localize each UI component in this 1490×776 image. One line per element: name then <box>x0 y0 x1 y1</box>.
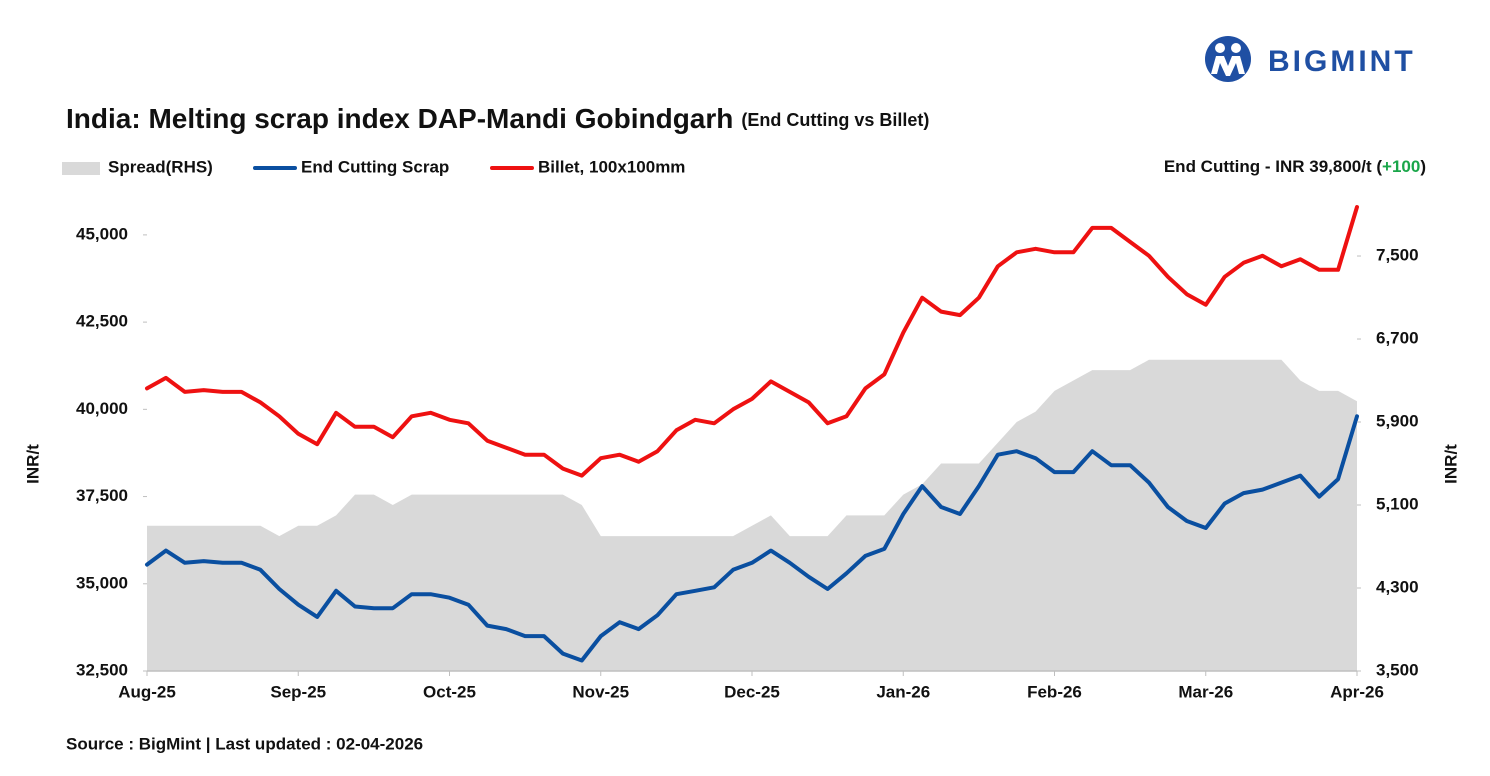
x-tick-label: Jan-26 <box>876 682 930 701</box>
subtitle: (End Cutting vs Billet) <box>741 110 929 130</box>
brand: BIGMINT <box>1268 45 1416 78</box>
y2-tick-label: 5,900 <box>1376 411 1419 430</box>
y-tick-label: 37,500 <box>76 486 128 505</box>
plot-area <box>145 205 1359 671</box>
logo <box>1205 36 1251 82</box>
y-tick-label: 35,000 <box>76 573 128 592</box>
y-tick-label: 32,500 <box>76 660 128 679</box>
annotation-suffix: ) <box>1420 157 1426 176</box>
legend-label: Spread(RHS) <box>108 157 213 176</box>
y2-tick-label: 5,100 <box>1376 494 1419 513</box>
y2-tick-label: 7,500 <box>1376 246 1419 265</box>
x-tick-label: Aug-25 <box>118 682 176 701</box>
annotation: End Cutting - INR 39,800/t (+100) <box>1164 157 1426 176</box>
x-tick-label: Nov-25 <box>572 682 629 701</box>
series-line <box>145 414 1359 663</box>
x-tick-label: Dec-25 <box>724 682 780 701</box>
title: India: Melting scrap index DAP-Mandi Gob… <box>66 103 733 134</box>
legend-label: End Cutting Scrap <box>301 157 449 176</box>
legend-swatch <box>62 162 100 175</box>
y2-tick-label: 6,700 <box>1376 329 1419 348</box>
y-tick-label: 42,500 <box>76 312 128 331</box>
y-tick-label: 45,000 <box>76 224 128 243</box>
source: Source : BigMint | Last updated : 02-04-… <box>66 734 423 753</box>
spread-area <box>147 359 1357 671</box>
y2-tick-label: 4,300 <box>1376 577 1419 596</box>
x-tick-label: Sep-25 <box>270 682 326 701</box>
x-tick-label: Mar-26 <box>1178 682 1233 701</box>
x-tick-label: Apr-26 <box>1330 682 1384 701</box>
x-tick-label: Feb-26 <box>1027 682 1082 701</box>
y-tick-label: 40,000 <box>76 399 128 418</box>
y2-axis-label: INR/t <box>1441 444 1460 484</box>
x-tick-label: Oct-25 <box>423 682 476 701</box>
annotation-change: +100 <box>1382 157 1420 176</box>
series-line <box>145 205 1359 478</box>
legend-label: Billet, 100x100mm <box>538 157 685 176</box>
y-axis-label: INR/t <box>23 444 42 484</box>
annotation-prefix: End Cutting - INR 39,800/t ( <box>1164 157 1383 176</box>
chart-title: India: Melting scrap index DAP-Mandi Gob… <box>66 103 929 134</box>
y2-tick-label: 3,500 <box>1376 660 1419 679</box>
